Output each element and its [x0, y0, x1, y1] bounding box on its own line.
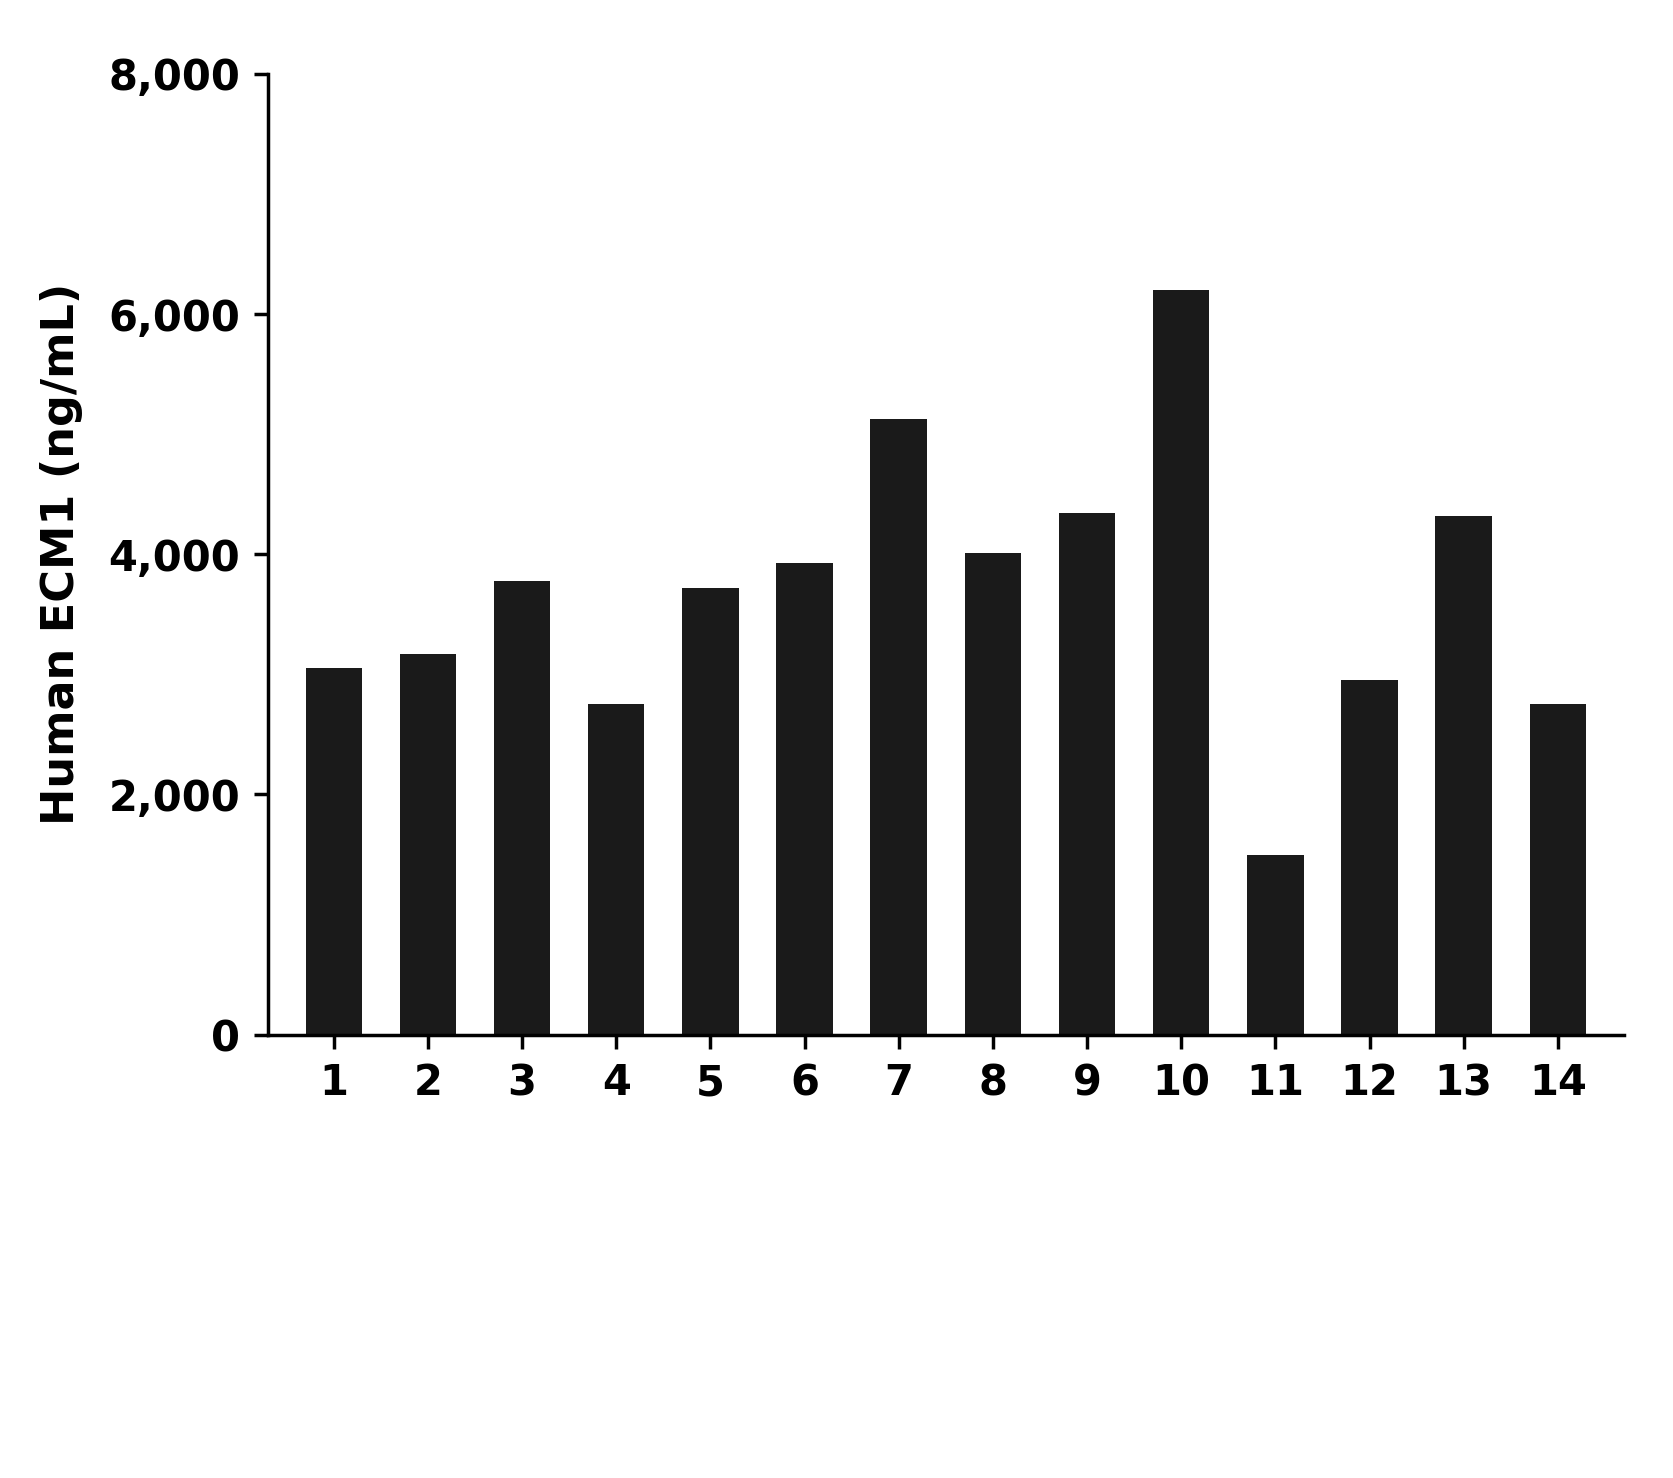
Bar: [400, 653, 455, 1035]
Bar: [1057, 513, 1114, 1035]
Bar: [1153, 290, 1208, 1035]
Bar: [306, 668, 361, 1035]
Bar: [870, 418, 927, 1035]
Bar: [776, 563, 833, 1035]
Bar: [494, 581, 550, 1035]
Y-axis label: Human ECM1 (ng/mL): Human ECM1 (ng/mL): [40, 284, 84, 825]
Bar: [1246, 856, 1303, 1035]
Bar: [1340, 680, 1397, 1035]
Bar: [587, 705, 644, 1035]
Bar: [964, 553, 1021, 1035]
Bar: [683, 588, 738, 1035]
Bar: [1434, 516, 1491, 1035]
Bar: [1529, 705, 1586, 1035]
